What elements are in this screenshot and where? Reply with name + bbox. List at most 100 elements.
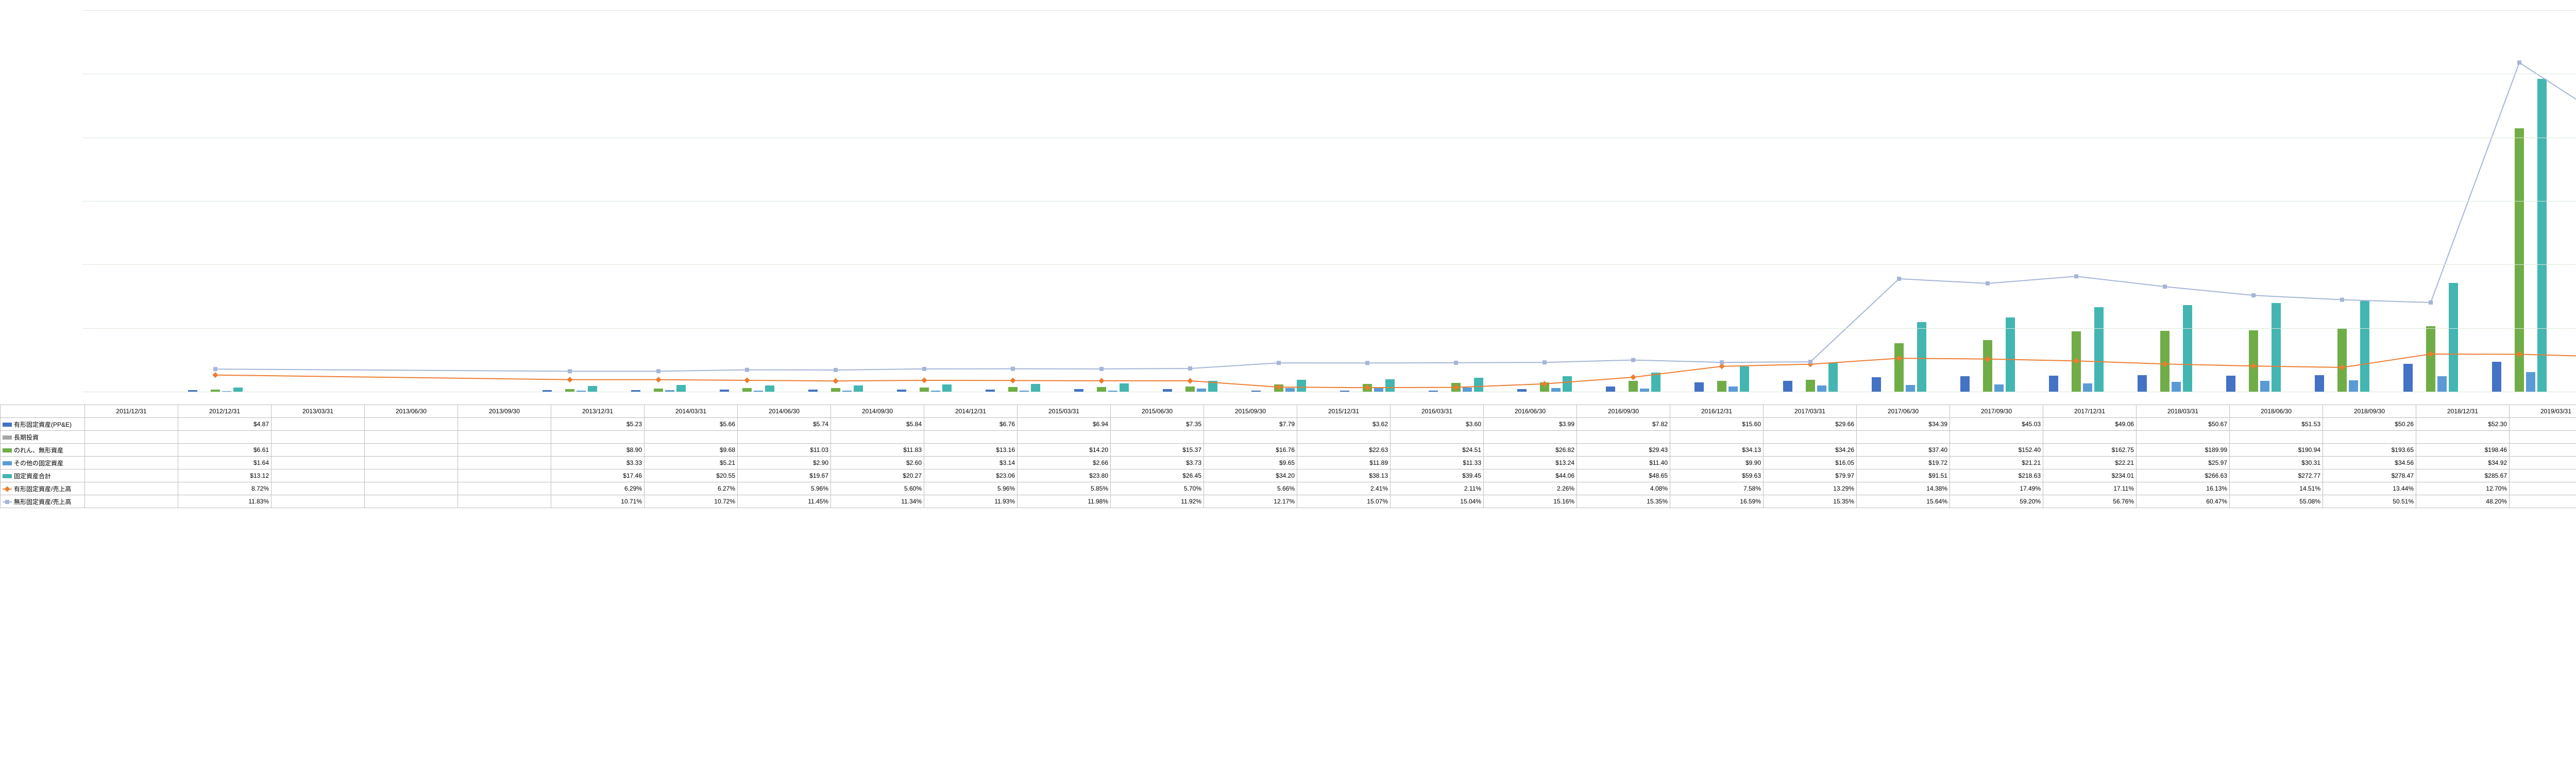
table-col-header: 2015/12/31: [1297, 405, 1391, 418]
table-cell: $29.66: [1764, 418, 1857, 431]
table-cell: $15.60: [1670, 418, 1764, 431]
table-cell: $11.89: [1297, 457, 1391, 469]
marker-ifa_sales: [2429, 300, 2433, 305]
table-cell: $45.03: [1950, 418, 2043, 431]
table-cell: $79.97: [1764, 469, 1857, 482]
table-cell: $218.63: [1950, 469, 2043, 482]
marker-ppe_sales: [1364, 385, 1370, 391]
marker-ppe_sales: [2162, 361, 2167, 367]
table-cell: $4.87: [178, 418, 272, 431]
table-cell: $22.21: [2043, 457, 2137, 469]
table-cell: $7.79: [1204, 418, 1297, 431]
table-cell: 46.74%: [2510, 495, 2576, 508]
table-cell: [272, 418, 365, 431]
table-col-header: 2011/12/31: [85, 405, 178, 418]
table-cell: 6.29%: [551, 482, 645, 495]
marker-ppe_sales: [567, 377, 572, 382]
table-cell: 48.20%: [2416, 495, 2510, 508]
table-cell: [645, 431, 738, 444]
table-cell: $91.51: [1857, 469, 1950, 482]
table-cell: [1764, 431, 1857, 444]
line-ifa_sales: [215, 62, 2576, 371]
table-cell: [85, 457, 178, 469]
table-cell: 7.58%: [1670, 482, 1764, 495]
table-cell: $87.17: [2510, 418, 2576, 431]
table-cell: $38.13: [1297, 469, 1391, 482]
table-cell: 13.44%: [2323, 482, 2416, 495]
table-cell: $13.12: [178, 469, 272, 482]
table-row: 固定資産合計$13.12$17.46$20.55$19.67$20.27$23.…: [1, 469, 2576, 482]
marker-ifa_sales: [2163, 284, 2167, 289]
table-cell: $193.65: [2323, 444, 2416, 457]
marker-ifa_sales: [1631, 358, 1635, 362]
table-cell: $16.76: [1204, 444, 1297, 457]
table-cell: [2323, 431, 2416, 444]
table-cell: 14.51%: [2230, 482, 2323, 495]
table-cell: $17.46: [551, 469, 645, 482]
chart-wrapper: $0$200$400$600$800$1,000$1,2000.00%20.00…: [0, 0, 2576, 773]
table-cell: $34.13: [1670, 444, 1764, 457]
table-cell: $2.90: [738, 457, 831, 469]
table-row-header: その他の固定資産: [1, 457, 85, 469]
table-cell: $5.84: [831, 418, 924, 431]
marker-ifa_sales: [568, 369, 572, 373]
table-cell: [1391, 431, 1484, 444]
table-col-header: 2018/03/31: [2137, 405, 2230, 418]
marker-ifa_sales: [1454, 361, 1458, 365]
table-cell: $24.51: [1391, 444, 1484, 457]
table-cell: 11.93%: [924, 495, 1018, 508]
table-cell: 56.76%: [2043, 495, 2137, 508]
table-col-header: 2018/09/30: [2323, 405, 2416, 418]
marker-ppe_sales: [1098, 378, 1104, 383]
table-col-header: 2014/03/31: [645, 405, 738, 418]
table-cell: $6.76: [924, 418, 1018, 431]
table-cell: 6.27%: [645, 482, 738, 495]
table-cell: $15.37: [1111, 444, 1204, 457]
table-cell: [85, 431, 178, 444]
table-col-header: 2017/12/31: [2043, 405, 2137, 418]
table-col-header: 2016/09/30: [1577, 405, 1670, 418]
table-col-header: 2014/06/30: [738, 405, 831, 418]
table-cell: 12.17%: [1204, 495, 1297, 508]
marker-ppe_sales: [1010, 378, 1015, 383]
table-cell: 15.04%: [1391, 495, 1484, 508]
table-cell: [272, 457, 365, 469]
table-cell: 10.71%: [551, 495, 645, 508]
table-cell: [1484, 431, 1577, 444]
table-cell: $34.39: [1857, 418, 1950, 431]
gridline: [82, 10, 2576, 11]
table-cell: $8.90: [551, 444, 645, 457]
marker-ppe_sales: [2073, 358, 2079, 364]
marker-ppe_sales: [2428, 351, 2433, 357]
table-cell: [1018, 431, 1111, 444]
table-cell: [2416, 431, 2510, 444]
table-cell: [1577, 431, 1670, 444]
gridline: [82, 328, 2576, 329]
table-cell: 5.66%: [1204, 482, 1297, 495]
table-cell: [2043, 431, 2137, 444]
table-cell: 11.98%: [1018, 495, 1111, 508]
table-cell: $34.92: [2416, 457, 2510, 469]
table-cell: $22.63: [1297, 444, 1391, 457]
table-cell: 2.11%: [1391, 482, 1484, 495]
table-col-header: 2013/06/30: [365, 405, 458, 418]
marker-ppe_sales: [744, 377, 750, 383]
table-col-header: 2017/03/31: [1764, 405, 1857, 418]
table-row-header: 無形固定資産/売上高: [1, 495, 85, 508]
table-cell: [2510, 431, 2576, 444]
table-cell: $3.14: [924, 457, 1018, 469]
table-cell: $7.82: [1577, 418, 1670, 431]
marker-ifa_sales: [922, 367, 926, 371]
table-cell: [458, 495, 551, 508]
table-col-header: 2017/06/30: [1857, 405, 1950, 418]
table-col-header: 2016/12/31: [1670, 405, 1764, 418]
table-cell: [1950, 431, 2043, 444]
table-cell: $21.21: [1950, 457, 2043, 469]
data-table: 2011/12/312012/12/312013/03/312013/06/30…: [0, 405, 2576, 508]
table-row: 有形固定資産(PP&E)$4.87$5.23$5.66$5.74$5.84$6.…: [1, 418, 2576, 431]
table-cell: $3.99: [1484, 418, 1577, 431]
table-row-header: 有形固定資産(PP&E): [1, 418, 85, 431]
table-cell: 15.35%: [1577, 495, 1670, 508]
table-row: その他の固定資産$1.64$3.33$5.21$2.90$2.60$3.14$2…: [1, 457, 2576, 469]
marker-ppe_sales: [2339, 364, 2345, 370]
